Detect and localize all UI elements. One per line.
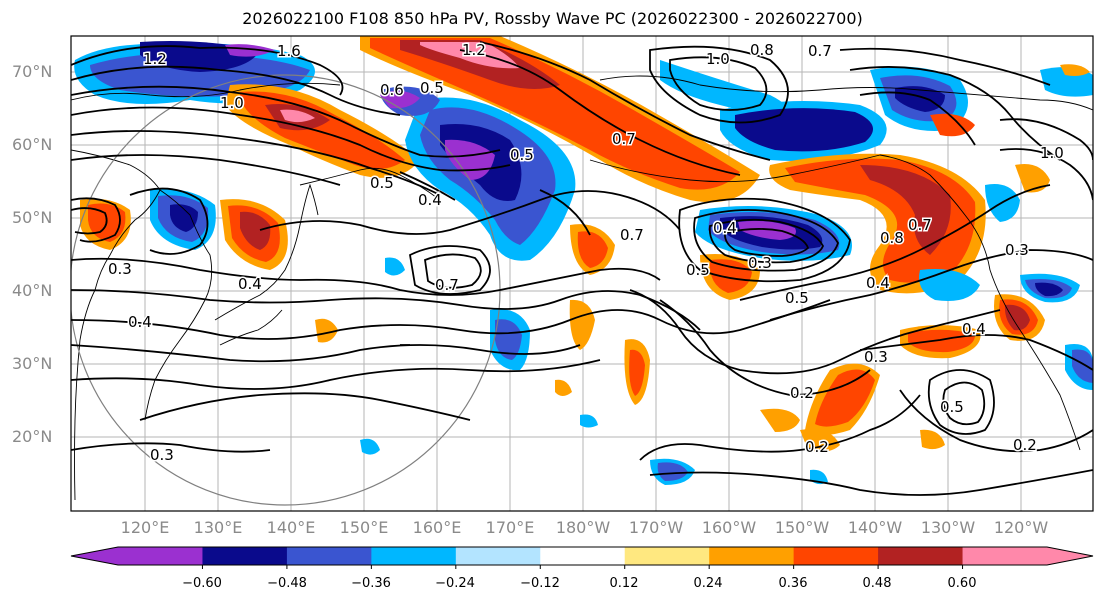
lat-label-40n: 40°N: [12, 281, 53, 300]
map-frame: [70, 35, 1094, 512]
contour-label: 0.7: [908, 216, 932, 234]
colorbar-swatch: [202, 547, 288, 565]
lon-label-120w: 120°W: [993, 518, 1049, 537]
contour-label: 0.7: [808, 42, 832, 60]
contour-label: 0.2: [805, 438, 829, 456]
contour-label: 0.5: [686, 261, 710, 279]
contour-label: 0.5: [370, 174, 394, 192]
lon-label-160w: 160°W: [701, 518, 757, 537]
colorbar: [70, 546, 1094, 569]
lon-label-140w: 140°W: [847, 518, 903, 537]
contour-label: 0.2: [1013, 436, 1037, 454]
colorbar-swatch: [878, 547, 964, 565]
colorbar-tick-label: −0.24: [435, 576, 475, 591]
contour-label: 0.4: [962, 320, 986, 338]
colorbar-swatch: [962, 547, 1048, 565]
colorbar-tick-label: 0.36: [778, 576, 808, 591]
contour-label: 1.6: [277, 42, 301, 60]
contour-label: 0.3: [150, 446, 174, 464]
colorbar-swatch: [371, 547, 457, 565]
contour-label: 0.4: [866, 274, 890, 292]
contour-label: 0.8: [750, 41, 774, 59]
lat-label-20n: 20°N: [12, 427, 53, 446]
lat-label-60n: 60°N: [12, 135, 53, 154]
contour-label: 0.3: [1005, 241, 1029, 259]
contour-label: 0.7: [435, 276, 459, 294]
contour-label: 1.0: [706, 50, 730, 68]
colorbar-tick-label: −0.60: [182, 576, 222, 591]
contour-label: 0.8: [880, 229, 904, 247]
contour-label: 0.5: [940, 398, 964, 416]
colorbar-swatch: [540, 547, 626, 565]
lat-label-70n: 70°N: [12, 62, 53, 81]
contour-label: 0.4: [128, 313, 152, 331]
lon-label-150e: 150°E: [339, 518, 389, 537]
contour-label: 0.2: [790, 384, 814, 402]
colorbar-tick-label: 0.48: [862, 576, 892, 591]
contour-label: 1.2: [462, 41, 486, 59]
colorbar-tick-label: −0.12: [520, 576, 560, 591]
lon-label-130w: 130°W: [920, 518, 976, 537]
colorbar-swatch: [624, 547, 710, 565]
contour-label: 1.0: [220, 94, 244, 112]
lon-label-120e: 120°E: [120, 518, 170, 537]
lon-label-160e: 160°E: [412, 518, 462, 537]
lon-label-150w: 150°W: [774, 518, 830, 537]
pv-contours: [71, 41, 1093, 496]
contour-label: 1.2: [143, 50, 167, 68]
colorbar-swatch: [709, 547, 795, 565]
colorbar-tick-label: 0.24: [693, 576, 723, 591]
lon-label-170w: 170°W: [628, 518, 684, 537]
colorbar-outline: [70, 546, 1094, 566]
contour-label: 0.3: [748, 254, 772, 272]
contour-label: 0.3: [108, 260, 132, 278]
colorbar-swatch: [118, 547, 203, 565]
contour-labels: 1.2 1.6 1.0 0.8 0.7 1.2 1.0 0.5 0.6 0.5 …: [107, 40, 1066, 466]
colorbar-tick-label: −0.48: [267, 576, 307, 591]
colorbar-tick-label: 0.60: [947, 576, 977, 591]
pv-shading: [74, 36, 1093, 485]
lat-label-50n: 50°N: [12, 208, 53, 227]
contour-label: 0.7: [612, 130, 636, 148]
colorbar-extend-high: [1047, 547, 1093, 565]
colorbar-tick-label: −0.36: [351, 576, 391, 591]
contour-label: 0.4: [418, 191, 442, 209]
lon-label-130e: 130°E: [193, 518, 243, 537]
contour-label: 0.5: [510, 146, 534, 164]
colorbar-swatch: [286, 547, 372, 565]
lon-label-140e: 140°E: [266, 518, 316, 537]
contour-label: 0.5: [420, 79, 444, 97]
contour-label: 0.3: [864, 348, 888, 366]
lon-label-170e: 170°E: [485, 518, 535, 537]
colorbar-swatch: [455, 547, 541, 565]
colorbar-swatch: [793, 547, 879, 565]
lon-label-180w: 180°W: [555, 518, 611, 537]
contour-label: 1.0: [1040, 144, 1064, 162]
contour-label: 0.5: [785, 289, 809, 307]
contour-label: 0.4: [713, 219, 737, 237]
contour-label: 0.4: [238, 275, 262, 293]
contour-label: 0.7: [620, 226, 644, 244]
map-title: 2026022100 F108 850 hPa PV, Rossby Wave …: [242, 9, 863, 28]
colorbar-extend-low: [71, 547, 118, 565]
contour-label: 0.6: [380, 81, 404, 99]
lat-label-30n: 30°N: [12, 354, 53, 373]
colorbar-tick-label: 0.12: [609, 576, 639, 591]
